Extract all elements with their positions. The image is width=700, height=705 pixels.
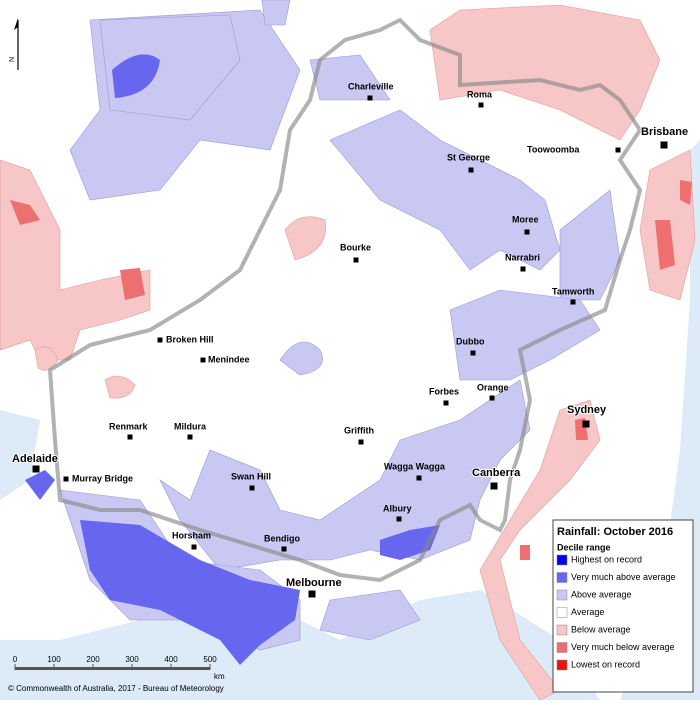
town-label: Melbourne [286,577,342,589]
state-border [47,17,643,583]
towns: Charleville Roma Brisbane Toowoomba St Georg… [11,81,689,598]
town-marker [570,299,576,305]
legend-label: Very much above average [571,572,676,582]
town-label: Horsham [172,530,211,540]
town-marker [489,395,495,401]
legend-swatch [556,659,568,671]
below-average [0,4,696,701]
town-marker [470,350,476,356]
town-marker [63,476,69,482]
town-marker [520,266,526,272]
town-marker [308,590,316,598]
town-marker [396,516,402,522]
scale-tick-label: 100 [47,655,61,664]
scale-tick-label: 0 [13,655,18,664]
town-label: Menindee [208,354,250,364]
scale-tick-label: 500 [203,655,217,664]
town-marker [358,439,364,445]
scale-tick-label: 400 [164,655,178,664]
town-label: Toowoomba [527,144,580,154]
town-label: Griffith [344,425,374,435]
town-label: Narrabri [505,252,540,262]
town-label: Tamworth [552,286,594,296]
legend-label: Average [571,607,604,617]
scale-bar: km 0 100 200 300 400 500 [13,655,225,681]
legend-title: Rainfall: October 2016 [557,526,673,538]
town-marker [191,544,197,550]
copyright: © Commonwealth of Australia, 2017 - Bure… [8,684,224,693]
town-marker [187,434,193,440]
legend-subtitle: Decile range [557,542,611,552]
legend-label: Lowest on record [571,659,640,669]
legend-swatch [556,607,568,618]
town-marker [478,102,484,108]
town-label: Renmark [109,421,149,431]
town-label: Moree [512,214,539,224]
town-label: Orange [477,382,509,392]
town-label: Bourke [340,242,371,252]
town-marker [127,434,133,440]
town-label: Murray Bridge [72,473,133,483]
town-label: Forbes [429,386,459,396]
town-label: Broken Hill [166,334,214,344]
town-marker [660,141,668,149]
town-marker [468,167,474,173]
town-label: Sydney [567,404,607,416]
north-label: N [9,57,16,62]
town-marker [157,337,163,343]
town-label: Swan Hill [231,471,271,481]
town-marker [200,357,206,363]
scale-tick-label: 300 [125,655,139,664]
legend-swatch [556,589,568,601]
legend-swatch [556,642,568,653]
legend-label: Very much below average [571,642,675,652]
town-marker [416,475,422,481]
legend-swatch [556,624,568,636]
town-label: Brisbane [641,126,688,138]
town-marker [582,420,590,428]
legend-swatch [556,572,568,583]
town-label: Mildura [174,421,207,431]
town-label: Bendigo [264,533,300,543]
scale-unit: km [214,672,225,681]
town-marker [281,546,287,552]
town-label: Canberra [472,467,521,479]
town-label: Wagga Wagga [384,461,446,471]
legend-label: Above average [571,589,632,599]
town-label: Dubbo [456,336,485,346]
town-label: Adelaide [12,453,58,465]
legend: Rainfall: October 2016 Decile range High… [552,519,694,693]
legend-swatch [556,554,568,566]
north-arrow: N [9,18,19,70]
town-marker [490,482,498,490]
town-label: Albury [383,503,412,513]
legend-label: Below average [571,624,631,634]
town-marker [353,257,359,263]
scale-tick-label: 200 [86,655,100,664]
town-marker [249,485,255,491]
town-marker [443,400,449,406]
town-marker [367,95,373,101]
town-marker [32,465,40,473]
town-label: St George [447,152,490,162]
town-label: Charleville [348,81,394,91]
very-much-below-average [10,180,692,560]
town-marker [615,147,621,153]
town-label: Roma [467,89,493,99]
legend-label: Highest on record [571,554,642,564]
town-marker [524,229,530,235]
